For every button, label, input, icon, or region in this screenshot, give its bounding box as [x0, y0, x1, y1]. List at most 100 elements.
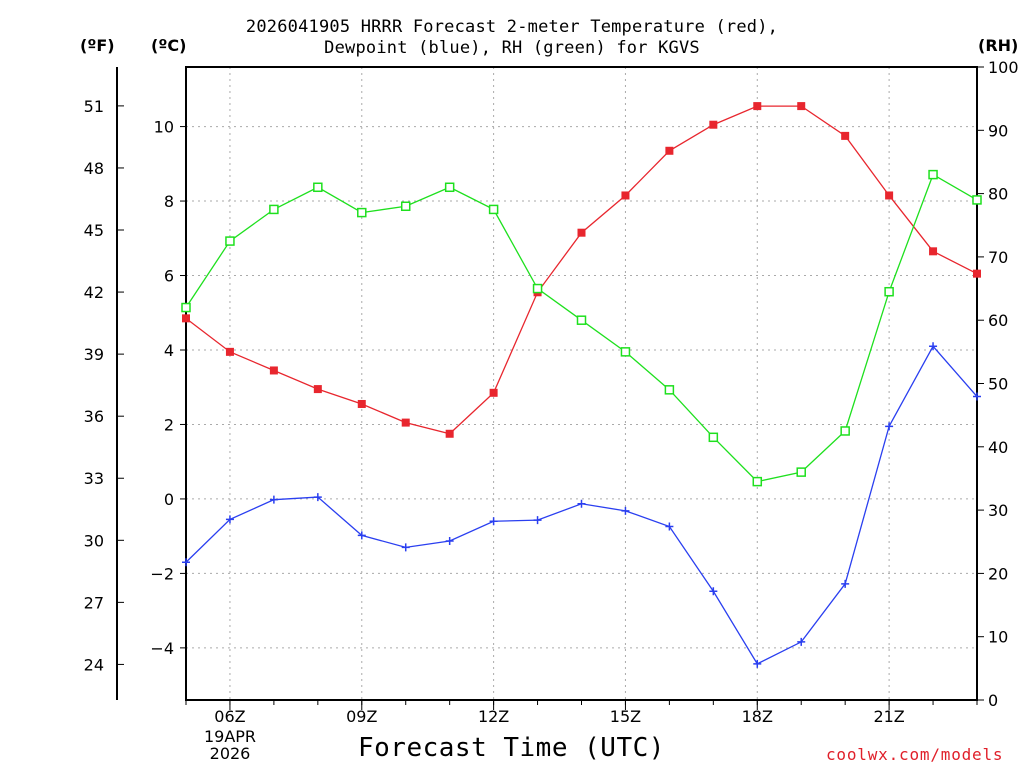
date-label-year: 2026: [209, 744, 251, 763]
temperature-point: [577, 228, 586, 237]
temperature-point: [401, 418, 410, 427]
fahrenheit-tick-label: 42: [84, 283, 104, 302]
dewpoint-point: [182, 558, 190, 567]
fahrenheit-tick-label: 45: [84, 221, 104, 240]
rh-tick-label: 50: [988, 375, 1008, 394]
temperature-point: [489, 388, 498, 397]
rh-point: [488, 204, 499, 215]
dewpoint-point: [973, 392, 981, 401]
rh-unit-label: (RH): [978, 36, 1019, 55]
temperature-point: [841, 131, 850, 140]
rh-point: [532, 283, 543, 294]
rh-point: [225, 236, 235, 246]
temperature-point: [182, 314, 190, 323]
rh-point: [664, 385, 675, 395]
rh-point: [840, 426, 850, 436]
rh-point: [444, 182, 455, 193]
x-tick-label: 15Z: [610, 707, 641, 726]
dewpoint-point: [753, 659, 762, 668]
x-tick-label: 09Z: [346, 707, 377, 726]
temperature-point: [225, 347, 234, 356]
rh-point: [884, 286, 894, 297]
celsius-tick-label: 8: [164, 192, 174, 211]
rh-tick-label: 70: [988, 248, 1008, 267]
credit-text: coolwx.com/models: [826, 745, 1004, 764]
fahrenheit-tick-label: 33: [84, 469, 104, 488]
x-tick-label: 06Z: [214, 707, 245, 726]
rh-point: [752, 476, 763, 487]
celsius-tick-label: 0: [164, 490, 174, 509]
rh-tick-label: 80: [988, 185, 1008, 204]
celsius-tick-label: 4: [164, 341, 174, 360]
x-axis-title: Forecast Time (UTC): [358, 733, 665, 763]
dewpoint-point: [357, 531, 366, 540]
dewpoint-point: [929, 342, 938, 351]
temperature-point: [973, 269, 981, 278]
rh-point: [928, 169, 938, 180]
fahrenheit-tick-label: 51: [84, 97, 104, 116]
rh-point: [576, 315, 587, 325]
rh-tick-label: 90: [988, 121, 1008, 140]
fahrenheit-tick-label: 39: [84, 345, 104, 364]
temperature-point: [665, 146, 674, 155]
temperature-point: [885, 191, 894, 200]
dewpoint-point: [401, 543, 410, 552]
rh-line: [185, 173, 978, 483]
temperature-point: [709, 120, 718, 129]
rh-tick-label: 20: [988, 564, 1008, 583]
fahrenheit-tick-label: 24: [84, 655, 104, 674]
dewpoint-point: [489, 517, 498, 526]
dewpoint-point: [665, 522, 674, 531]
chart-title-line-2: Dewpoint (blue), RH (green) for KGVS: [324, 38, 700, 58]
fahrenheit-tick-label: 48: [84, 159, 104, 178]
dewpoint-point: [533, 516, 542, 525]
rh-tick-label: 40: [988, 438, 1008, 457]
dewpoint-point: [313, 493, 322, 502]
fahrenheit-tick-label: 30: [84, 531, 104, 550]
temperature-point: [313, 385, 322, 394]
dewpoint-point: [225, 515, 234, 524]
dewpoint-point: [621, 506, 630, 515]
dewpoint-point: [797, 637, 806, 646]
temperature-point: [445, 429, 454, 438]
temperature-point: [621, 191, 630, 200]
temperature-point: [797, 102, 806, 111]
temperature-line: [185, 105, 978, 435]
rh-point: [357, 207, 367, 218]
date-label-day: 19APR: [203, 727, 257, 746]
dewpoint-point: [445, 537, 454, 546]
rh-tick-label: 60: [988, 311, 1008, 330]
rh-tick-label: 30: [988, 501, 1008, 520]
rh-point: [181, 302, 191, 313]
temperature-point: [929, 247, 938, 256]
rh-point: [972, 195, 982, 205]
dewpoint-point: [709, 587, 718, 596]
rh-tick-label: 100: [988, 58, 1019, 77]
chart-title-line-1: 2026041905 HRRR Forecast 2-meter Tempera…: [245, 17, 779, 37]
dewpoint-point: [577, 499, 586, 508]
rh-point: [269, 204, 279, 215]
x-tick-label: 21Z: [873, 707, 904, 726]
rh-point: [620, 347, 631, 357]
dewpoint-point: [885, 422, 894, 431]
rh-point: [796, 467, 806, 477]
rh-point: [708, 432, 719, 443]
rh-point: [313, 182, 323, 193]
celsius-unit-label: (ºC): [151, 36, 187, 55]
fahrenheit-unit-label: (ºF): [80, 36, 115, 55]
celsius-tick-label: 10: [154, 118, 174, 137]
temperature-point: [269, 366, 278, 375]
celsius-tick-label: 6: [164, 267, 174, 286]
temperature-point: [357, 399, 366, 408]
celsius-tick-label: −2: [150, 564, 174, 583]
rh-tick-label: 0: [988, 691, 998, 710]
dewpoint-point: [269, 495, 278, 504]
rh-tick-label: 10: [988, 628, 1008, 647]
rh-point: [400, 201, 411, 212]
celsius-tick-label: 2: [164, 415, 174, 434]
x-tick-label: 18Z: [742, 707, 773, 726]
temperature-point: [753, 102, 762, 111]
celsius-tick-label: −4: [150, 639, 174, 658]
x-tick-label: 12Z: [478, 707, 509, 726]
